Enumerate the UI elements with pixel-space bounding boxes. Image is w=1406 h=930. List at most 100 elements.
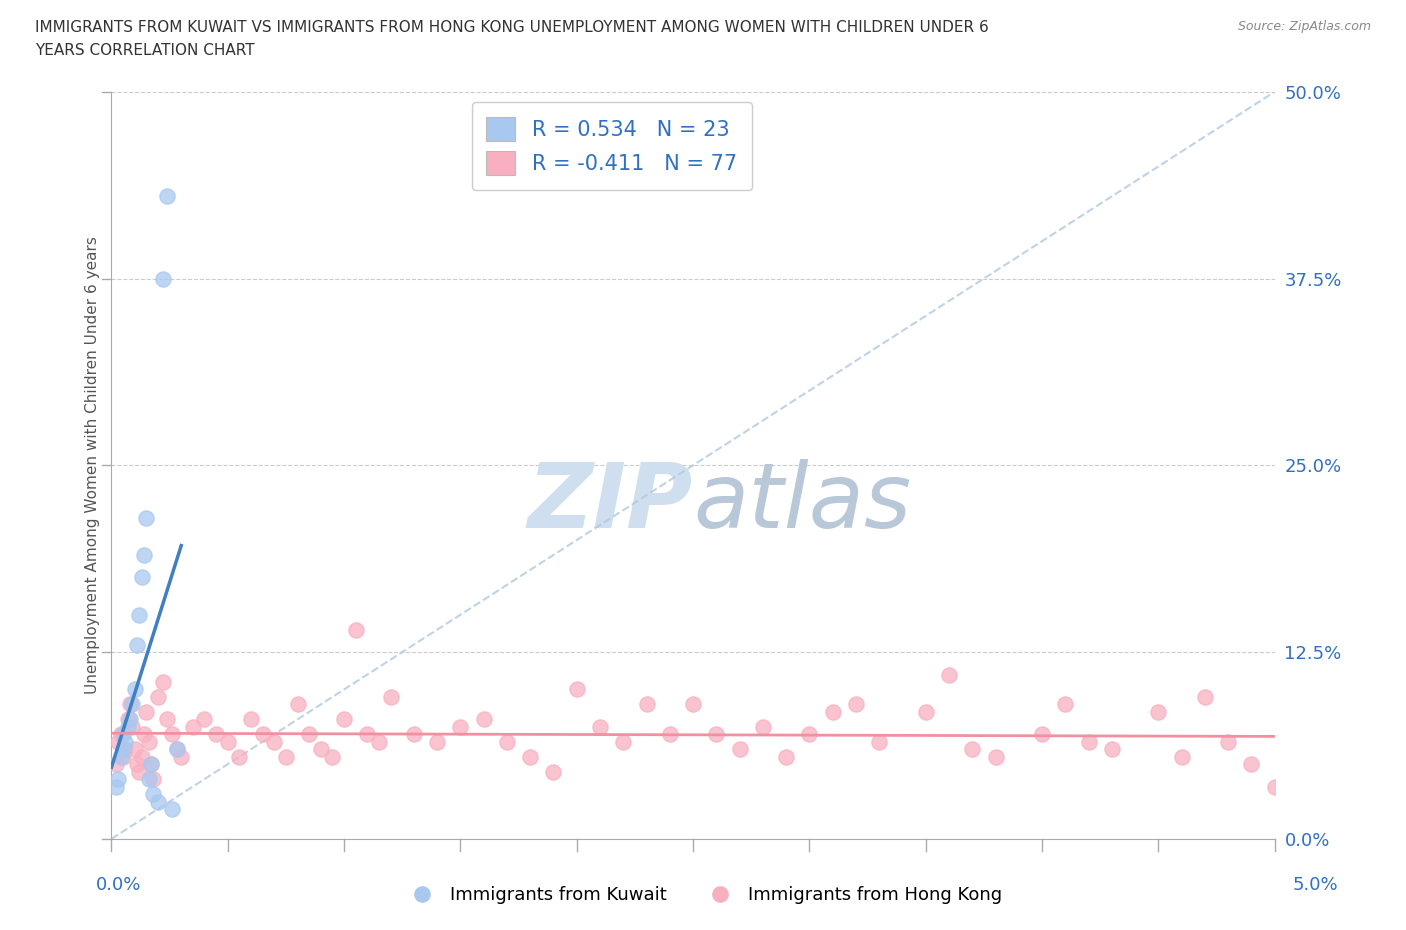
Point: [117, 712, 139, 727]
Point: [166, 742, 188, 757]
Point: [146, 689, 169, 704]
Point: [152, 272, 174, 286]
Text: IMMIGRANTS FROM KUWAIT VS IMMIGRANTS FROM HONG KONG UNEMPLOYMENT AMONG WOMEN WIT: IMMIGRANTS FROM KUWAIT VS IMMIGRANTS FRO…: [35, 20, 988, 58]
Point: [160, 802, 183, 817]
Point: [263, 735, 285, 750]
Point: [138, 735, 160, 750]
Point: [118, 712, 141, 727]
Point: [914, 704, 936, 719]
Point: [217, 735, 239, 750]
Point: [298, 727, 321, 742]
Point: [636, 697, 658, 711]
Point: [1264, 779, 1286, 794]
Point: [402, 727, 425, 742]
Point: [1218, 735, 1240, 750]
Point: [125, 757, 148, 772]
Point: [114, 735, 136, 750]
Point: [112, 750, 135, 764]
Point: [132, 548, 155, 563]
Point: [1170, 750, 1192, 764]
Point: [117, 720, 139, 735]
Point: [426, 735, 449, 750]
Point: [845, 697, 868, 711]
Point: [181, 720, 204, 735]
Point: [1286, 794, 1309, 809]
Point: [472, 712, 495, 727]
Point: [356, 727, 378, 742]
Point: [658, 727, 681, 742]
Point: [821, 704, 844, 719]
Point: [1147, 704, 1170, 719]
Point: [105, 779, 128, 794]
Point: [368, 735, 391, 750]
Point: [309, 742, 332, 757]
Point: [107, 735, 129, 750]
Point: [938, 667, 960, 682]
Text: atlas: atlas: [693, 458, 911, 547]
Point: [139, 757, 162, 772]
Text: ZIP: ZIP: [527, 458, 693, 547]
Point: [124, 742, 146, 757]
Point: [131, 750, 153, 764]
Point: [1031, 727, 1053, 742]
Point: [128, 764, 150, 779]
Text: 0.0%: 0.0%: [96, 876, 141, 894]
Legend: Immigrants from Kuwait, Immigrants from Hong Kong: Immigrants from Kuwait, Immigrants from …: [396, 879, 1010, 911]
Point: [1240, 757, 1263, 772]
Point: [752, 720, 775, 735]
Point: [449, 720, 471, 735]
Point: [121, 697, 143, 711]
Point: [252, 727, 274, 742]
Point: [799, 727, 821, 742]
Point: [496, 735, 519, 750]
Point: [139, 757, 162, 772]
Point: [543, 764, 565, 779]
Legend: R = 0.534   N = 23, R = -0.411   N = 77: R = 0.534 N = 23, R = -0.411 N = 77: [471, 102, 752, 190]
Point: [1054, 697, 1077, 711]
Point: [1077, 735, 1099, 750]
Point: [984, 750, 1007, 764]
Point: [142, 787, 165, 802]
Point: [193, 712, 215, 727]
Point: [704, 727, 727, 742]
Point: [344, 622, 367, 637]
Point: [380, 689, 402, 704]
Text: Source: ZipAtlas.com: Source: ZipAtlas.com: [1237, 20, 1371, 33]
Point: [287, 697, 309, 711]
Point: [135, 511, 157, 525]
Point: [728, 742, 751, 757]
Point: [589, 720, 612, 735]
Point: [166, 742, 188, 757]
Point: [228, 750, 250, 764]
Point: [112, 727, 135, 742]
Point: [868, 735, 890, 750]
Point: [775, 750, 797, 764]
Text: 5.0%: 5.0%: [1294, 876, 1339, 894]
Point: [131, 570, 153, 585]
Point: [142, 772, 165, 787]
Point: [105, 757, 128, 772]
Y-axis label: Unemployment Among Women with Children Under 6 years: Unemployment Among Women with Children U…: [86, 236, 100, 695]
Point: [107, 772, 129, 787]
Point: [110, 727, 132, 742]
Point: [240, 712, 263, 727]
Point: [960, 742, 983, 757]
Point: [128, 607, 150, 622]
Point: [519, 750, 541, 764]
Point: [1194, 689, 1216, 704]
Point: [333, 712, 356, 727]
Point: [121, 720, 143, 735]
Point: [205, 727, 228, 742]
Point: [138, 772, 160, 787]
Point: [124, 682, 146, 697]
Point: [114, 742, 136, 757]
Point: [135, 704, 157, 719]
Point: [612, 735, 634, 750]
Point: [1101, 742, 1123, 757]
Point: [118, 697, 141, 711]
Point: [112, 742, 135, 757]
Point: [565, 682, 588, 697]
Point: [170, 750, 193, 764]
Point: [132, 727, 155, 742]
Point: [156, 189, 179, 204]
